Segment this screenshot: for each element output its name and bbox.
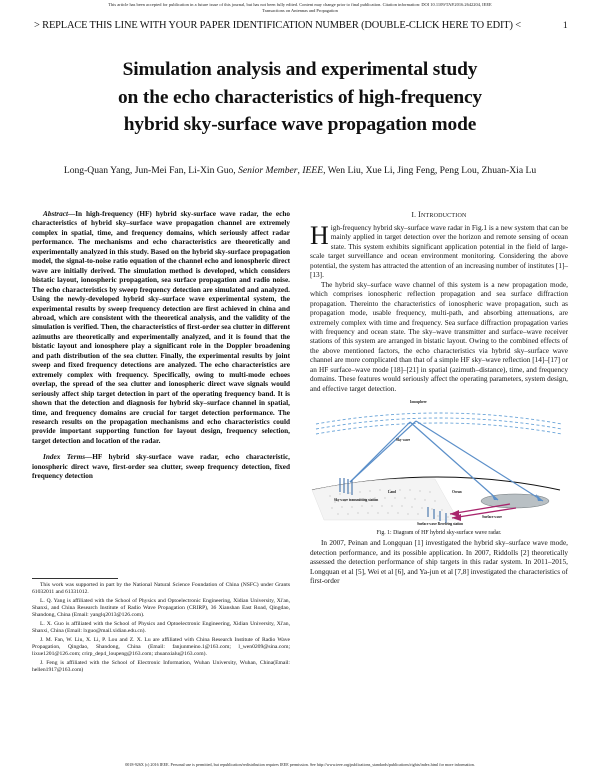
drop-cap-letter: H: [310, 221, 329, 250]
column-left: Abstract—In high-frequency (HF) hybrid s…: [32, 210, 290, 482]
figure-1-canvas: Ionosphere Sky wave Land Ocean Sky wave …: [310, 400, 568, 528]
section-number: I.: [411, 210, 417, 219]
footnote-affiliation-crirp: J. M. Fan, W. Liu, X. Li, P. Lou and Z. …: [32, 636, 290, 658]
abstract-paragraph: Abstract—In high-frequency (HF) hybrid s…: [32, 210, 290, 446]
footnote-affiliation-guo: L. X. Guo is affiliated with the School …: [32, 621, 290, 635]
transmitting-antenna-array: [339, 478, 353, 496]
figure-label-ionosphere: Ionosphere: [410, 400, 427, 405]
figure-label-surface-wave: Surface wave: [482, 515, 502, 520]
index-terms-paragraph: Index Terms—HF hybrid sky-surface wave r…: [32, 453, 290, 481]
footnote-affiliation-feng: J. Feng is affiliated with the School of…: [32, 660, 290, 674]
hf-radar-diagram-svg: [311, 412, 563, 524]
figure-label-transmitting-station: Sky wave transmitting station: [333, 498, 379, 503]
abstract-label: Abstract: [43, 210, 68, 218]
page-number: 1: [562, 20, 568, 31]
receiving-antenna-array: [427, 507, 447, 524]
footnote-divider: [32, 578, 118, 579]
intro-paragraph-1-text: igh-frequency hybrid sky–surface wave ra…: [310, 224, 568, 280]
figure-1-caption: Fig. 1: Diagram of HF hybrid sky-surface…: [376, 530, 502, 537]
figure-label-receiving-station: Surface wave Receiving station: [416, 522, 464, 527]
index-terms-section: Index Terms—HF hybrid sky-surface wave r…: [32, 453, 290, 481]
footnote-area: This work was supported in part by the N…: [32, 578, 290, 676]
author-membership-grade: Senior Member: [238, 165, 298, 176]
page-title: Simulation analysis and experimental stu…: [36, 56, 564, 139]
figure-label-sky-wave: Sky wave: [396, 438, 411, 443]
figure-label-land: Land: [388, 490, 396, 495]
sky-wave-rays: [349, 420, 544, 502]
index-terms-dash: —: [85, 453, 93, 462]
abstract-dash: —: [67, 210, 76, 218]
abstract-text: In high-frequency (HF) hybrid sky-surfac…: [32, 210, 290, 445]
running-head-instruction[interactable]: > REPLACE THIS LINE WITH YOUR PAPER IDEN…: [34, 20, 521, 31]
section-heading-introduction: I. Introduction: [310, 210, 568, 219]
title-line-1: Simulation analysis and experimental stu…: [122, 59, 478, 80]
surface-wave-rays: [449, 503, 517, 519]
section-title: Introduction: [418, 210, 467, 219]
running-head: > REPLACE THIS LINE WITH YOUR PAPER IDEN…: [0, 20, 600, 34]
author-list: Long-Quan Yang, Jun-Mei Fan, Li-Xin Guo,…: [58, 164, 542, 178]
abstract-section: Abstract—In high-frequency (HF) hybrid s…: [32, 210, 290, 446]
figure-label-ocean: Ocean: [452, 490, 462, 495]
title-line-3: hybrid sky-surface wave propagation mode: [123, 114, 477, 135]
figure-1: Ionosphere Sky wave Land Ocean Sky wave …: [310, 400, 568, 537]
surface-wave-arrowheads: [450, 510, 461, 522]
footnote-affiliation-yang: L. Q. Yang is affiliated with the School…: [32, 597, 290, 619]
authors-line-2: Lou, Zhuan-Xia Lu: [461, 165, 537, 176]
intro-paragraph-3: In 2007, Peinan and Longquan [1] investi…: [310, 539, 568, 585]
author-society: IEEE: [302, 165, 324, 176]
authors-segment-1: Long-Quan Yang, Jun-Mei Fan, Li-Xin Guo,: [63, 165, 239, 176]
preprint-notice-line2: Transactions on Antennas and Propagation: [262, 8, 338, 14]
footnote-funding: This work was supported in part by the N…: [32, 582, 290, 596]
preprint-banner: This article has been accepted for publi…: [0, 2, 600, 14]
land-stipple: [329, 489, 449, 518]
title-block: Simulation analysis and experimental stu…: [36, 56, 564, 139]
intro-paragraph-2: The hybrid sky–surface wave channel of t…: [310, 280, 568, 393]
ionosphere-layers: [315, 412, 563, 435]
index-terms-text: HF hybrid sky-surface wave radar, echo c…: [32, 453, 290, 481]
preprint-notice-line1: This article has been accepted for publi…: [108, 2, 492, 7]
authors-separator: ,: [297, 165, 303, 176]
index-terms-label: Index Terms: [43, 453, 86, 462]
footer-copyright: 0018-926X (c) 2016 IEEE. Personal use is…: [125, 762, 475, 767]
title-line-2: on the echo characteristics of high-freq…: [118, 86, 482, 108]
authors-segment-2: , Wen Liu, Xue Li, Jing Feng, Peng: [323, 165, 459, 176]
sky-wave-arrowheads: [491, 493, 543, 502]
